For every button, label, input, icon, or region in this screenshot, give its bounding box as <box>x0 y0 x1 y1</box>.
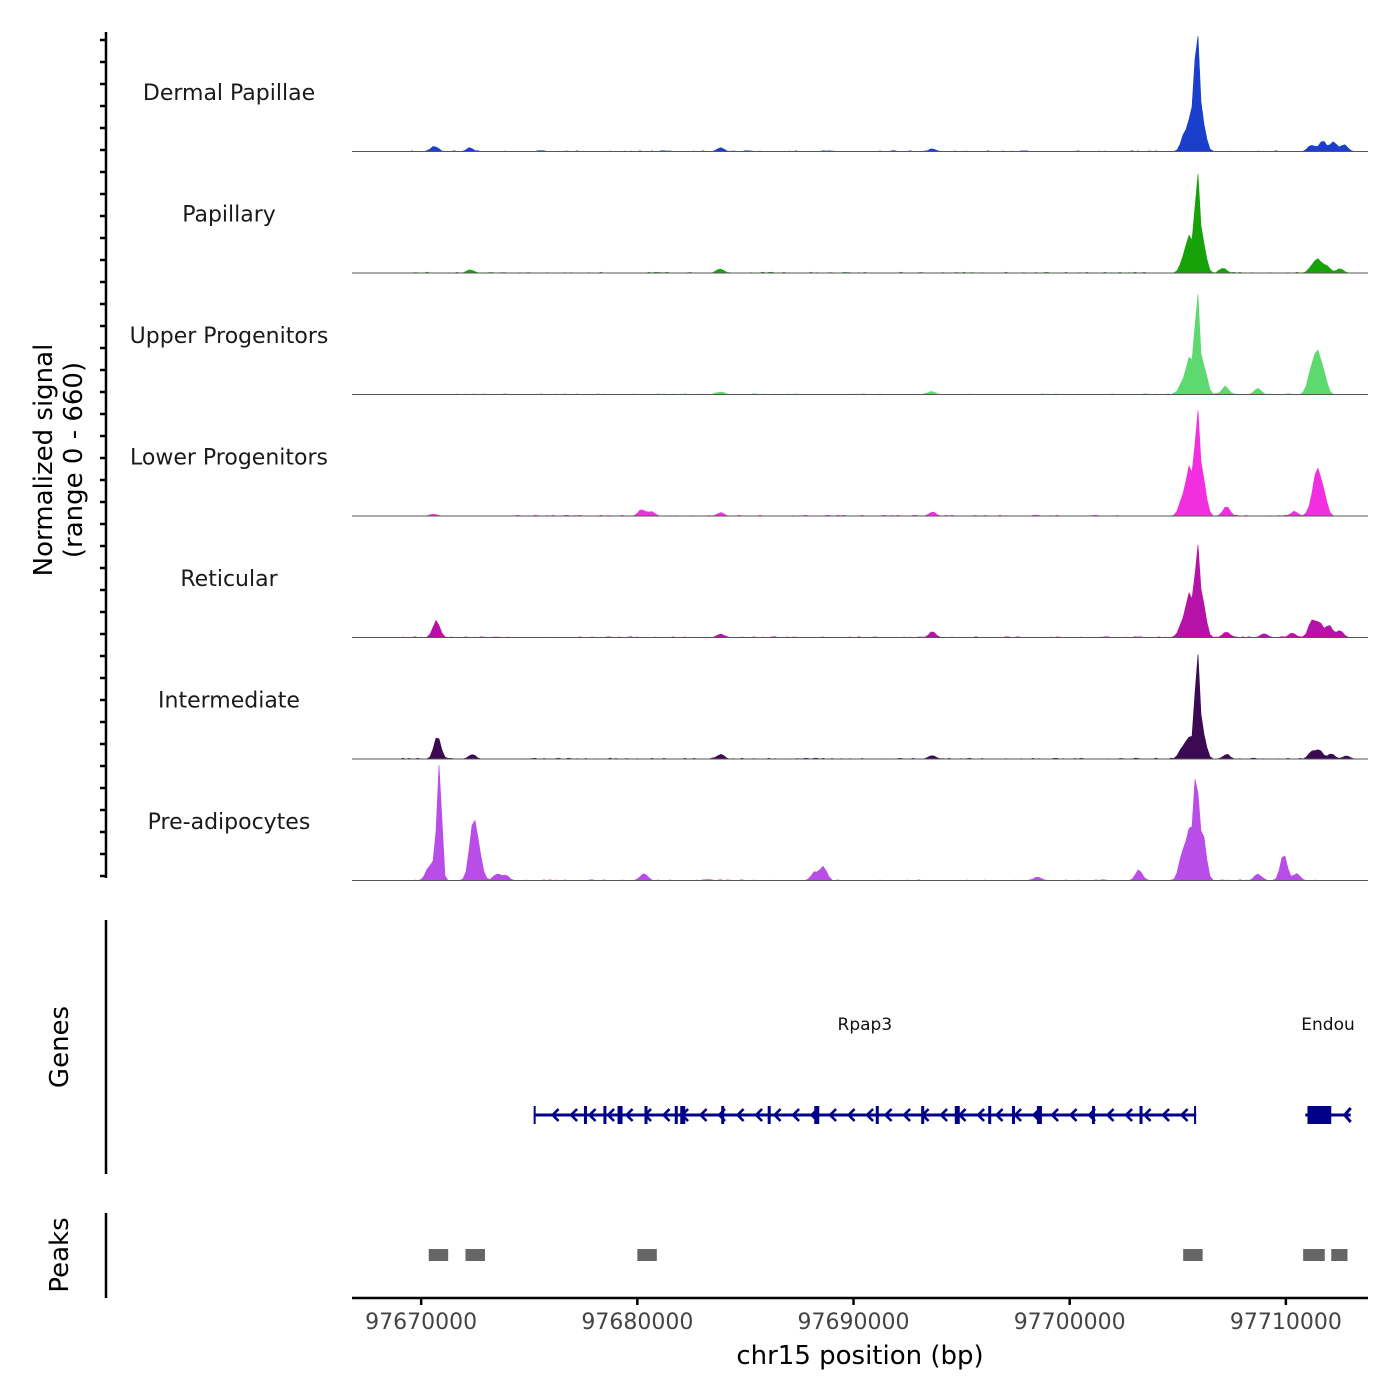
gene-exon <box>721 1106 725 1124</box>
gene-endou: Endou <box>1301 1015 1355 1124</box>
gene-label: Rpap3 <box>838 1015 893 1035</box>
peak-region <box>465 1249 485 1261</box>
strand-arrow <box>624 1108 634 1122</box>
signal-area <box>352 294 1368 395</box>
signal-tracks: Dermal Papillae Papillary Upper Progenitor… <box>130 35 1368 881</box>
signal-area <box>352 764 1368 881</box>
signal-y-axis-ticks <box>100 38 106 878</box>
strand-arrow <box>1105 1108 1115 1122</box>
track-label: Reticular <box>180 567 278 592</box>
strand-arrow <box>735 1108 745 1122</box>
track-pre-adipocytes: Pre-adipocytes <box>148 764 1368 881</box>
strand-arrow <box>1124 1108 1133 1122</box>
track-dermal-papillae: Dermal Papillae <box>143 35 1368 152</box>
track-intermediate: Intermediate <box>158 654 1368 760</box>
signal-area <box>352 35 1368 152</box>
y-axis-range-note: (range 0 - 660) <box>59 362 89 558</box>
gene-rpap3: Rpap3 <box>533 1015 1197 1124</box>
track-label: Intermediate <box>158 689 300 714</box>
gene-exon <box>1307 1106 1332 1124</box>
x-axis-title: chr15 position (bp) <box>736 1341 983 1371</box>
strand-arrow <box>569 1108 579 1122</box>
strand-arrow <box>717 1108 727 1122</box>
strand-arrow <box>1050 1108 1059 1122</box>
track-papillary: Papillary <box>182 173 1368 274</box>
peak-region <box>428 1249 449 1261</box>
gene-exon <box>1091 1106 1095 1124</box>
gene-exon <box>617 1106 623 1124</box>
gene-exon <box>954 1106 960 1124</box>
gene-track: Rpap3 Endou <box>533 1015 1355 1124</box>
strand-arrow <box>902 1108 912 1122</box>
strand-arrow <box>1013 1108 1022 1122</box>
track-label: Lower Progenitors <box>130 446 328 471</box>
gene-exon <box>1139 1106 1143 1124</box>
track-label: Pre-adipocytes <box>148 810 311 835</box>
strand-arrow <box>828 1108 838 1122</box>
gene-exon <box>814 1106 820 1124</box>
gene-label: Endou <box>1301 1015 1354 1035</box>
strand-arrow <box>1031 1108 1041 1122</box>
peak-region-track <box>428 1249 1348 1261</box>
strand-arrow <box>865 1108 875 1122</box>
strand-arrow <box>550 1108 560 1122</box>
strand-arrow <box>939 1108 949 1122</box>
strand-arrow <box>1087 1108 1096 1122</box>
x-axis-ticks: 97670000 97680000 97690000 97700000 97710000 <box>365 1298 1342 1335</box>
strand-arrow <box>1342 1107 1352 1123</box>
track-label: Upper Progenitors <box>130 324 329 349</box>
y-axis-title: Normalized signal <box>29 344 59 577</box>
signal-area <box>352 173 1368 274</box>
signal-area <box>352 410 1368 517</box>
x-tick-label: 97690000 <box>798 1310 910 1335</box>
track-lower-progenitors: Lower Progenitors <box>130 410 1368 517</box>
x-tick-label: 97670000 <box>365 1310 477 1335</box>
strand-arrow <box>791 1108 801 1122</box>
gene-exon <box>1036 1106 1042 1124</box>
strand-arrow <box>1161 1108 1170 1122</box>
x-tick-label: 97700000 <box>1014 1310 1126 1335</box>
strand-arrow <box>883 1108 893 1122</box>
gene-exon <box>875 1106 879 1124</box>
strand-arrow <box>846 1108 856 1122</box>
strand-arrow <box>1179 1108 1189 1122</box>
strand-arrow <box>1068 1108 1078 1122</box>
track-upper-progenitors: Upper Progenitors <box>130 294 1368 395</box>
strand-arrow <box>1142 1108 1152 1122</box>
strand-arrow <box>587 1108 597 1122</box>
strand-arrow <box>920 1108 930 1122</box>
strand-arrow <box>957 1108 967 1122</box>
strand-arrow <box>680 1108 690 1122</box>
gene-exon <box>1194 1106 1197 1124</box>
strand-arrow <box>994 1108 1004 1122</box>
strand-arrow <box>661 1108 671 1122</box>
signal-area <box>352 544 1368 638</box>
peak-region <box>1303 1249 1325 1261</box>
x-tick-label: 97710000 <box>1230 1310 1342 1335</box>
track-label: Dermal Papillae <box>143 81 315 106</box>
gene-exon <box>533 1106 536 1124</box>
peak-region <box>1331 1249 1348 1261</box>
strand-arrow <box>772 1108 782 1122</box>
strand-arrow <box>976 1108 986 1122</box>
strand-arrow <box>809 1108 819 1122</box>
peak-region <box>1183 1249 1203 1261</box>
track-label: Papillary <box>182 203 276 228</box>
gene-exon <box>603 1106 607 1124</box>
gene-exon <box>583 1106 587 1124</box>
peaks-panel-label: Peaks <box>45 1217 75 1292</box>
track-reticular: Reticular <box>180 544 1368 638</box>
peak-region <box>637 1249 657 1261</box>
genes-panel-label: Genes <box>45 1006 75 1088</box>
gene-exon <box>767 1106 771 1124</box>
strand-arrow <box>606 1108 616 1122</box>
gene-exon <box>988 1106 992 1124</box>
gene-exon <box>674 1106 678 1124</box>
strand-arrow <box>754 1108 764 1122</box>
x-tick-label: 97680000 <box>581 1310 693 1335</box>
strand-arrow <box>643 1108 653 1122</box>
signal-area <box>352 654 1368 760</box>
strand-arrow <box>698 1108 708 1122</box>
